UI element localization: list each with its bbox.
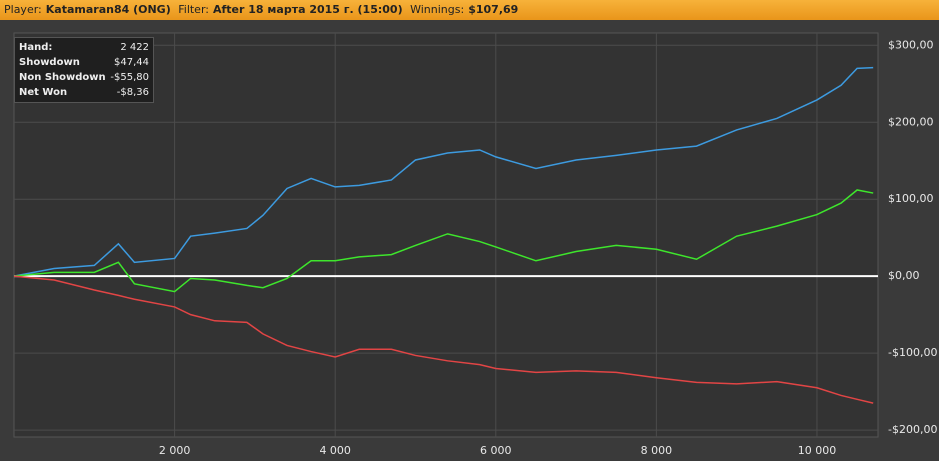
winnings: $107,69 [468,3,519,16]
y-tick-label: $0,00 [888,269,920,282]
stats-label: Hand: [19,42,53,53]
winnings-label: Winnings: [410,3,465,16]
stats-row: Non Showdown -$55,80 [19,70,149,85]
stats-value: 2 422 [120,42,149,53]
stats-value: -$55,80 [110,72,149,83]
stats-row: Net Won -$8,36 [19,85,149,100]
stats-label: Non Showdown [19,72,106,83]
stats-label: Net Won [19,87,68,98]
series-line [13,66,874,277]
x-tick-label: 2 000 [159,444,191,457]
series-line [13,189,874,293]
series-line [13,275,874,404]
header-bar: Player: Katamaran84 (ONG) Filter: After 18… [0,0,939,20]
chart: $300,00 $200,00 $100,00 $0,00 -$100,00 -$200,… [13,32,937,457]
stats-row: Hand: 2 422 [19,40,149,55]
stats-row: Showdown $47,44 [19,55,149,70]
stats-label: Showdown [19,57,80,68]
y-tick-label: -$200,00 [888,423,937,436]
player-label: Player: [4,3,42,16]
filter-label: Filter: [178,3,209,16]
y-tick-label: -$100,00 [888,346,937,359]
x-tick-label: 10 000 [798,444,837,457]
y-tick-label: $100,00 [888,192,934,205]
x-tick-label: 8 000 [641,444,673,457]
filter: After 18 марта 2015 г. (15:00) [213,3,403,16]
x-tick-label: 4 000 [319,444,351,457]
stats-value: -$8,36 [116,87,149,98]
player: Katamaran84 (ONG) [45,3,171,16]
y-tick-label: $300,00 [888,38,934,51]
stats-value: $47,44 [114,57,149,68]
x-tick-label: 6 000 [480,444,512,457]
stats-box: Hand: 2 422 Showdown $47,44 Non Showdown -$55… [14,37,154,103]
y-tick-label: $200,00 [888,115,934,128]
